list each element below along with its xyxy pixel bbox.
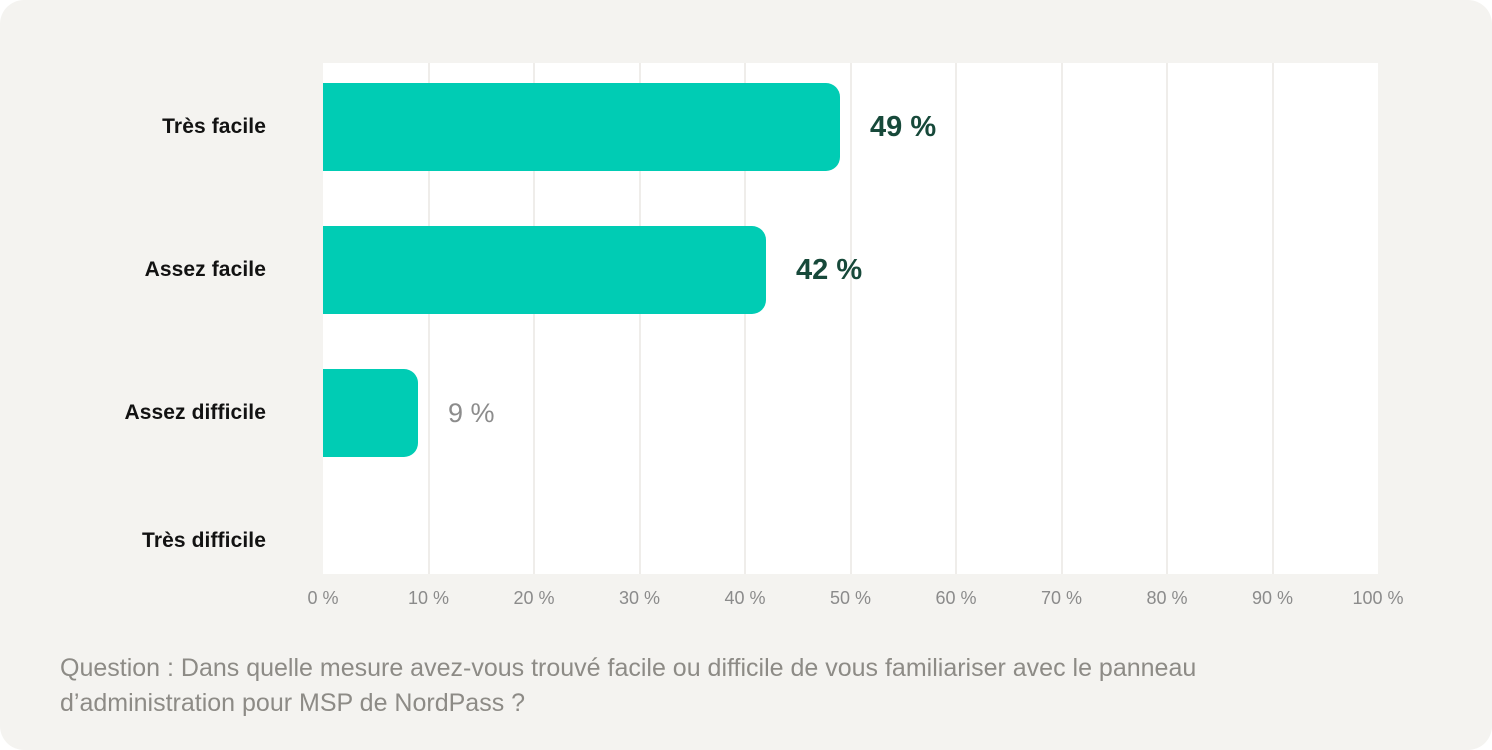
x-tick-label: 30 %: [618, 588, 661, 608]
x-tick-label: 10 %: [407, 588, 450, 608]
gridline: [533, 63, 535, 574]
bar: [323, 369, 418, 457]
bar: [323, 226, 766, 314]
bar: [323, 83, 840, 171]
chart-caption: Question : Dans quelle mesure avez-vous …: [60, 654, 1197, 717]
gridline: [744, 63, 746, 574]
x-tick-label: 80 %: [1146, 588, 1188, 608]
x-tick-label: 60 %: [935, 588, 977, 608]
gridline: [1060, 63, 1063, 574]
category-label: Très facile: [162, 115, 266, 138]
gridline: [1166, 63, 1168, 574]
x-tick-label: 50 %: [829, 588, 872, 608]
category-label: Très difficile: [142, 529, 266, 552]
x-tick-label: 90 %: [1251, 588, 1294, 608]
x-tick-label: 100 %: [1352, 588, 1404, 608]
gridline: [955, 63, 957, 574]
x-tick-label: 0 %: [307, 588, 339, 608]
value-label: 9 %: [448, 398, 495, 428]
x-tick-label: 40 %: [724, 588, 766, 608]
value-label: 42 %: [796, 254, 863, 286]
gridline: [638, 63, 641, 574]
gridline: [849, 63, 852, 574]
gridline: [427, 63, 430, 574]
gridline: [1271, 63, 1274, 574]
value-label: 49 %: [870, 111, 937, 143]
category-label: Assez difficile: [124, 401, 266, 424]
x-tick-label: 70 %: [1040, 588, 1083, 608]
category-label: Assez facile: [144, 258, 266, 281]
x-tick-label: 20 %: [513, 588, 555, 608]
